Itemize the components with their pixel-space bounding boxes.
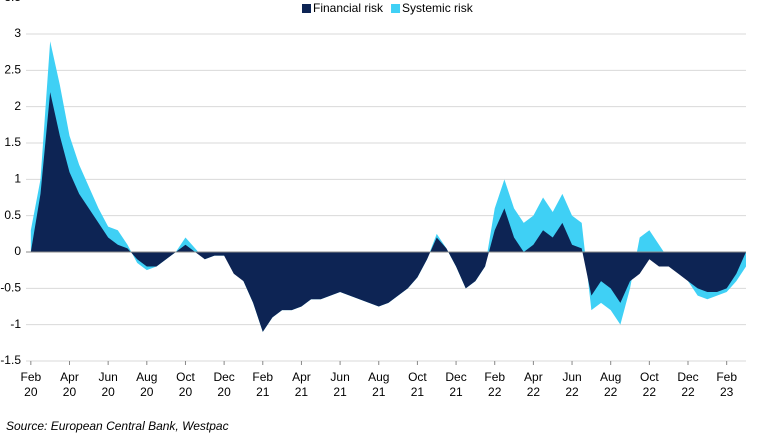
y-tick-label: 3.5 [4,0,21,4]
x-tick-label: Feb 22 [484,370,506,399]
x-tick-label: Oct 20 [176,370,195,399]
x-tick-label: Feb 23 [716,370,737,399]
x-tick-label: Dec 20 [213,370,235,399]
x-tick-label: Oct 22 [640,370,659,399]
x-tick-label: Feb 21 [252,370,274,399]
y-tick-label: 0.5 [4,208,21,222]
x-tick-label: Jun 22 [562,370,582,399]
y-tick-label: 0 [14,244,21,258]
y-tick-label: -0.5 [0,281,21,295]
y-tick-label: 3 [14,26,21,40]
y-tick-label: -1.5 [0,353,21,367]
x-tick-label: Aug 20 [136,370,158,399]
x-tick-label: Feb 20 [20,370,42,399]
y-tick-label: -1 [10,317,21,331]
legend-label: Financial risk [313,1,384,15]
x-tick-label: Apr 21 [292,370,311,399]
y-tick-label: 1 [14,172,21,186]
x-tick-label: Jun 20 [98,370,118,399]
x-tick-label: Jun 21 [330,370,350,399]
legend-swatch [391,4,401,13]
x-tick-label: Dec 22 [677,370,699,399]
x-tick-label: Oct 21 [408,370,427,399]
area [30,92,746,332]
x-tick-label: Aug 21 [368,370,390,399]
y-tick-label: 2 [14,99,21,113]
legend-swatch [302,4,311,13]
x-tick-label: Apr 22 [524,370,543,399]
source-note: Source: European Central Bank, Westpac [6,419,229,433]
x-tick-label: Dec 21 [445,370,467,399]
y-tick-label: 1.5 [4,135,21,149]
x-tick-label: Aug 22 [600,370,622,399]
y-tick-label: 2.5 [4,63,21,77]
x-tick-label: Apr 20 [60,370,79,399]
legend-label: Systemic risk [402,1,474,15]
